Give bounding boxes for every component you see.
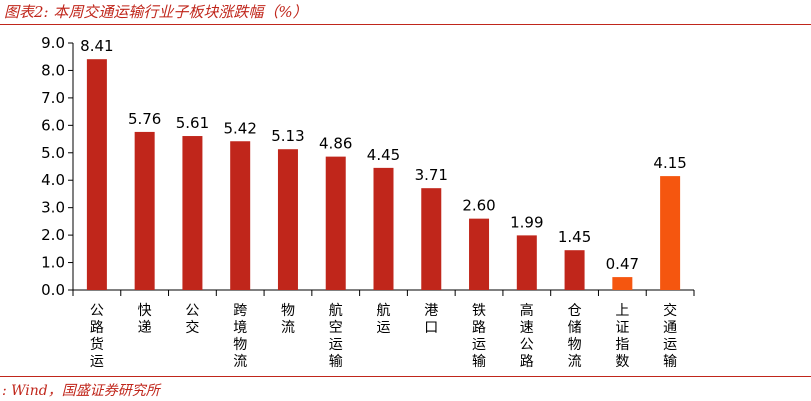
- x-category-label: 高速公路: [520, 302, 534, 370]
- y-tick-label: 8.0: [41, 61, 65, 79]
- bar-13: [660, 176, 681, 290]
- bar-12: [612, 277, 633, 290]
- x-category-label: 跨境物流: [233, 303, 247, 370]
- y-tick-label: 1.0: [41, 254, 65, 272]
- x-category-label: 快递: [138, 303, 152, 336]
- x-category-label: 航空运输: [329, 303, 343, 370]
- y-tick-label: 5.0: [41, 144, 65, 162]
- bar-10: [516, 235, 537, 290]
- data-label: 3.71: [415, 166, 448, 184]
- data-label: 5.42: [223, 119, 256, 137]
- bar-11: [564, 250, 585, 290]
- data-label: 4.86: [319, 135, 352, 153]
- x-category-label: 港口: [424, 303, 438, 336]
- data-label: 1.45: [558, 228, 591, 246]
- data-label: 5.76: [128, 110, 161, 128]
- y-tick-label: 6.0: [41, 116, 65, 134]
- source-note: : Wind，国盛证券研究所: [2, 383, 160, 399]
- data-label: 1.99: [510, 213, 543, 231]
- bar-9: [469, 218, 490, 290]
- y-tick-label: 4.0: [41, 171, 65, 189]
- bar-7: [373, 167, 394, 290]
- data-label: 8.41: [80, 37, 113, 55]
- data-label: 4.45: [367, 146, 400, 164]
- data-label: 2.60: [462, 197, 495, 215]
- bar-8: [421, 188, 442, 290]
- top-rule: [0, 24, 811, 25]
- data-label: 5.61: [176, 114, 209, 132]
- y-tick-label: 2.0: [41, 226, 65, 244]
- bar-3: [182, 136, 203, 290]
- bar-2: [134, 131, 155, 290]
- x-category-label: 上证指数: [615, 303, 629, 370]
- bar-5: [277, 149, 298, 290]
- y-tick-label: 9.0: [41, 34, 65, 52]
- bar-4: [230, 141, 251, 290]
- y-tick-label: 3.0: [41, 199, 65, 217]
- data-label: 4.15: [653, 154, 686, 172]
- y-tick-label: 7.0: [41, 89, 65, 107]
- data-label: 5.13: [271, 127, 304, 145]
- x-category-label: 公路货运: [90, 303, 104, 370]
- x-category-label: 公交: [185, 303, 199, 336]
- x-category-label: 铁路运输: [472, 303, 486, 370]
- bar-1: [86, 59, 107, 290]
- x-category-label: 物流: [281, 303, 295, 336]
- chart-title: 图表2: 本周交通运输行业子板块涨跌幅（%）: [4, 3, 308, 21]
- x-category-label: 仓储物流: [568, 303, 582, 370]
- y-tick-label: 0.0: [41, 281, 65, 299]
- x-category-label: 交通运输: [663, 302, 677, 370]
- data-label: 0.47: [606, 255, 639, 273]
- x-category-label: 航运: [377, 303, 391, 336]
- bar-6: [325, 156, 346, 290]
- bottom-rule: [0, 376, 811, 377]
